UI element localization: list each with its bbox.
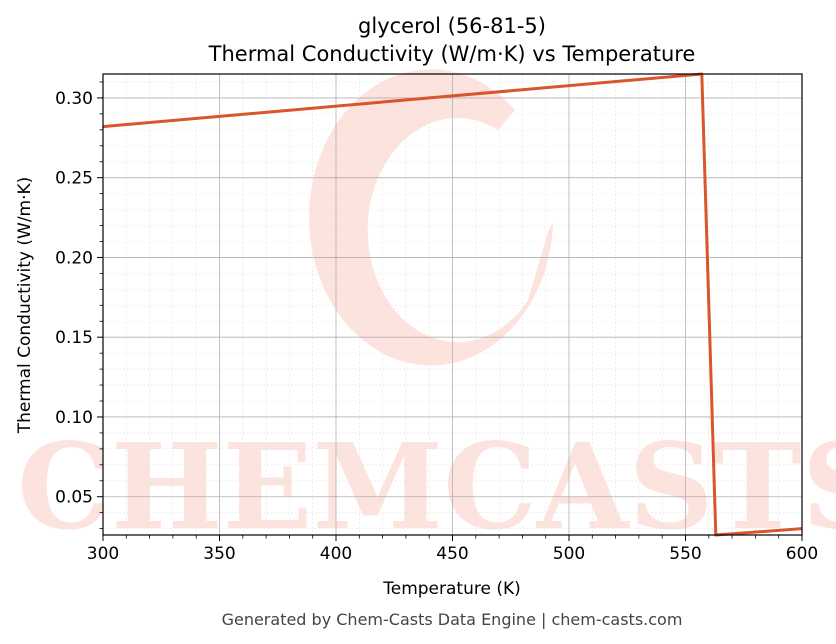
series-layer [102,72,803,537]
y-tick-label: 0.30 [55,89,93,109]
chart-title: glycerol (56-81-5) [358,14,546,38]
y-tick-label: 0.20 [55,248,93,268]
watermark-logo [309,69,553,366]
axis-ticks: 300 350 400 450 500 550 600 0.05 0.10 0.15 0.20 0.2… [55,81,818,564]
x-tick-label: 600 [786,544,818,564]
series-line [102,72,803,537]
x-tick-label: 450 [436,544,468,564]
x-tick-label: 300 [87,544,119,564]
x-tick-label: 400 [320,544,352,564]
y-tick-label: 0.15 [55,328,93,348]
watermark: CHEMCASTS [17,69,836,556]
watermark-text: CHEMCASTS [17,417,836,556]
x-tick-label: 500 [553,544,585,564]
y-tick-label: 0.25 [55,169,93,189]
x-tick-label: 550 [669,544,701,564]
x-axis-label: Temperature (K) [382,579,521,599]
y-tick-label: 0.10 [55,408,93,428]
y-axis-label: Thermal Conductivity (W/m·K) [15,177,35,435]
footer-credit: Generated by Chem-Casts Data Engine | ch… [222,610,683,629]
chart-subtitle: Thermal Conductivity (W/m·K) vs Temperat… [208,42,696,66]
y-tick-label: 0.05 [55,488,93,508]
x-tick-label: 350 [203,544,235,564]
